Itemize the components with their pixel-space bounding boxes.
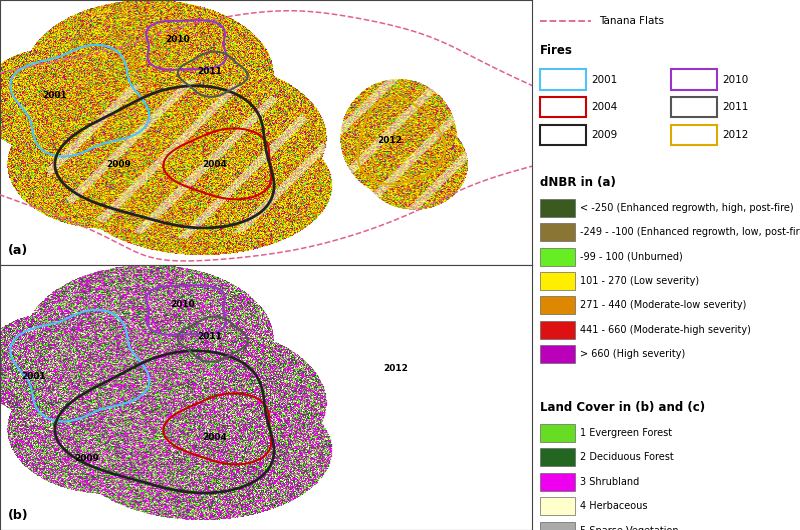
Text: 2004: 2004 xyxy=(591,102,618,112)
Text: 5 Sparse Vegetation: 5 Sparse Vegetation xyxy=(580,526,679,530)
Text: (b): (b) xyxy=(8,509,29,522)
Bar xyxy=(540,321,575,339)
Bar xyxy=(540,448,575,466)
Text: 1 Evergreen Forest: 1 Evergreen Forest xyxy=(580,428,672,438)
Bar xyxy=(540,199,575,217)
Text: -99 - 100 (Unburned): -99 - 100 (Unburned) xyxy=(580,252,683,261)
Text: 4 Herbaceous: 4 Herbaceous xyxy=(580,501,648,511)
Bar xyxy=(540,473,575,491)
Text: 2 Deciduous Forest: 2 Deciduous Forest xyxy=(580,453,674,462)
Text: 2004: 2004 xyxy=(202,433,227,442)
Bar xyxy=(671,69,717,90)
Bar xyxy=(671,97,717,117)
Text: < -250 (Enhanced regrowth, high, post-fire): < -250 (Enhanced regrowth, high, post-fi… xyxy=(580,203,794,213)
Bar xyxy=(540,223,575,241)
Text: 2012: 2012 xyxy=(378,136,402,145)
Bar xyxy=(540,272,575,290)
Text: 2001: 2001 xyxy=(22,372,46,381)
Text: 2001: 2001 xyxy=(42,91,67,100)
Text: 2012: 2012 xyxy=(383,364,408,373)
Text: 441 - 660 (Moderate-high severity): 441 - 660 (Moderate-high severity) xyxy=(580,325,751,334)
Bar xyxy=(540,296,575,314)
Text: 2009: 2009 xyxy=(591,130,618,139)
Text: dNBR in (a): dNBR in (a) xyxy=(540,176,616,189)
Bar xyxy=(540,424,575,442)
Bar xyxy=(540,125,586,145)
Text: 2011: 2011 xyxy=(197,67,222,76)
Bar xyxy=(540,345,575,363)
Bar xyxy=(540,248,575,266)
Text: 2011: 2011 xyxy=(197,332,222,341)
Bar xyxy=(540,69,586,90)
Text: 2009: 2009 xyxy=(106,160,131,169)
Text: > 660 (High severity): > 660 (High severity) xyxy=(580,349,686,359)
Text: 2010: 2010 xyxy=(170,301,195,310)
Text: -249 - -100 (Enhanced regrowth, low, post-fire): -249 - -100 (Enhanced regrowth, low, pos… xyxy=(580,227,800,237)
Bar xyxy=(540,97,586,117)
Text: 3 Shrubland: 3 Shrubland xyxy=(580,477,639,487)
Text: 2012: 2012 xyxy=(722,130,749,139)
Bar xyxy=(540,522,575,530)
Text: 2010: 2010 xyxy=(722,75,749,84)
Text: (a): (a) xyxy=(8,244,28,257)
Text: 101 - 270 (Low severity): 101 - 270 (Low severity) xyxy=(580,276,699,286)
Text: Tanana Flats: Tanana Flats xyxy=(599,16,664,26)
Text: 2004: 2004 xyxy=(202,160,227,169)
Bar xyxy=(540,497,575,515)
Text: 2009: 2009 xyxy=(74,454,99,463)
Text: Fires: Fires xyxy=(540,44,573,57)
Text: 2011: 2011 xyxy=(722,102,749,112)
Bar xyxy=(671,125,717,145)
Text: 271 - 440 (Moderate-low severity): 271 - 440 (Moderate-low severity) xyxy=(580,301,746,310)
Text: 2010: 2010 xyxy=(165,36,190,45)
Text: Land Cover in (b) and (c): Land Cover in (b) and (c) xyxy=(540,401,705,414)
Text: 2001: 2001 xyxy=(591,75,618,84)
